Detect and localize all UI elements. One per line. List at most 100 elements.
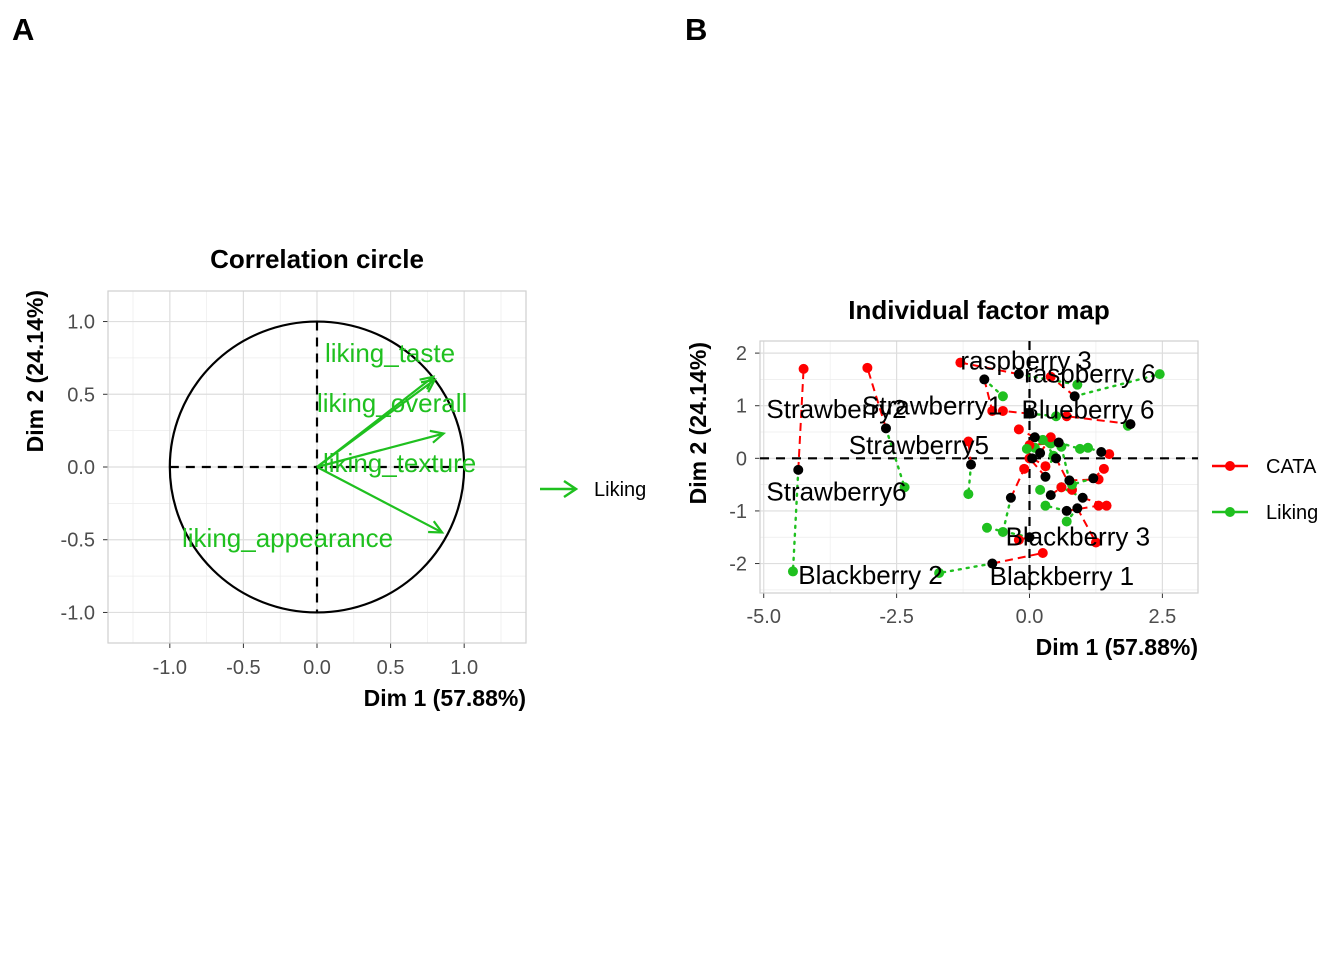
individual-mean-point <box>1077 492 1088 503</box>
y-tick-label: 1 <box>736 396 747 418</box>
x-tick-label: 1.0 <box>450 657 478 679</box>
cata-partial-point <box>1013 424 1024 435</box>
plot-border <box>759 340 1199 594</box>
liking-partial-segment <box>985 526 1031 539</box>
arrow-head-liking-overall <box>420 378 437 393</box>
individual-factor-map-legend: CATA Liking <box>1212 456 1318 524</box>
individual-label-blackberry-3: Blackberry 3 <box>1006 522 1150 552</box>
liking-partial-segment <box>1001 496 1013 534</box>
x-tick-label: -2.5 <box>879 606 913 628</box>
cata-partial-segment <box>797 368 805 470</box>
y-tick-label: 1.0 <box>67 312 95 334</box>
x-tick-label: 0.0 <box>1016 606 1044 628</box>
cata-partial-point <box>1013 534 1024 545</box>
liking-partial-point <box>1035 484 1046 495</box>
correlation-circle-plot: -1.0 -0.5 0.0 0.5 1.0 -1.0 -0.5 0.0 0.5 1.0 liking… <box>61 290 527 679</box>
y-tick-label: 0.5 <box>67 384 95 406</box>
individual-label-blackberry-2: Blackberry 2 <box>798 560 943 590</box>
individual-mean-point <box>1069 391 1080 402</box>
individual-mean-point <box>1125 419 1136 430</box>
liking-legend-point <box>1225 507 1235 517</box>
individual-mean-point <box>1024 532 1035 543</box>
liking-partial-point <box>997 391 1008 402</box>
liking-legend-label-b: Liking <box>1266 502 1318 524</box>
x-tick-label: 0.0 <box>303 657 331 679</box>
individual-mean-point <box>1027 453 1038 464</box>
cata-partial-point <box>1104 449 1115 460</box>
cata-partial-segment <box>992 552 1043 565</box>
correlation-circle-legend: Liking <box>540 479 646 501</box>
individual-mean-point <box>966 459 977 470</box>
y-tick-label: -0.5 <box>61 530 95 552</box>
cata-partial-point <box>997 405 1008 416</box>
x-tick-label: -5.0 <box>746 606 780 628</box>
correlation-circle-title: Correlation circle <box>210 244 424 274</box>
individual-mean-point <box>1072 503 1083 514</box>
individual-mean-point <box>1045 490 1056 501</box>
cata-partial-point <box>1019 463 1030 474</box>
individual-mean-point <box>1005 492 1016 503</box>
cata-partial-point <box>1037 548 1048 559</box>
liking-partial-point <box>899 482 910 493</box>
y-tick-label: -1.0 <box>61 602 95 624</box>
y-tick-label: 0.0 <box>67 457 95 479</box>
liking-partial-segment <box>1060 445 1071 482</box>
individual-label-blueberry-6: Blueberry 6 <box>1022 394 1155 424</box>
liking-partial-point <box>1040 500 1051 511</box>
cata-partial-segment <box>1050 375 1076 398</box>
cata-partial-point <box>798 363 809 374</box>
individual-factor-map-panel: -5.0 -2.5 0.0 2.5 -2 -1 0 1 2 raspberry 3raspberr… <box>685 295 1318 660</box>
liking-partial-point <box>997 526 1008 537</box>
individual-label-strawberry6: Strawberry6 <box>766 476 906 506</box>
individual-mean-point <box>979 374 990 385</box>
individual-mean-point <box>1061 505 1072 516</box>
cata-partial-segment <box>866 367 887 429</box>
correlation-circle-panel: -1.0 -0.5 0.0 0.5 1.0 -1.0 -0.5 0.0 0.5 1.0 liking… <box>22 244 646 711</box>
x-tick-label: 0.5 <box>377 657 405 679</box>
cata-partial-point <box>1056 482 1067 493</box>
x-tick-label: -1.0 <box>153 657 187 679</box>
individual-label-raspberry-3: raspberry 3 <box>960 345 1092 375</box>
liking-partial-point <box>1037 434 1048 445</box>
cata-partial-point <box>1098 463 1109 474</box>
individual-label-strawberry2: Strawberry2 <box>766 394 906 424</box>
liking-partial-point <box>1082 442 1093 453</box>
arrow-head-liking-appearance <box>428 520 445 534</box>
individual-factor-map-title: Individual factor map <box>848 295 1110 325</box>
x-tick-label: -0.5 <box>226 657 260 679</box>
plot-border <box>107 290 527 644</box>
var-label-liking-appearance: liking_appearance <box>182 523 393 553</box>
liking-partial-segment <box>791 468 800 573</box>
cata-legend-point <box>1225 461 1235 471</box>
individual-label-strawberry5: Strawberry5 <box>849 430 989 460</box>
liking-legend-arrow-head <box>563 479 579 499</box>
y-tick-label: -2 <box>729 554 747 576</box>
individual-mean-point <box>793 464 804 475</box>
individual-label-raspberry-6: raspberry 6 <box>1024 359 1156 389</box>
panel-b-tag: B <box>685 12 707 47</box>
liking-partial-point <box>1154 369 1165 380</box>
liking-partial-segment <box>937 562 994 575</box>
cata-partial-point <box>1093 500 1104 511</box>
liking-partial-point <box>934 568 945 579</box>
cata-partial-segment <box>960 361 1020 376</box>
individual-mean-point <box>1088 473 1099 484</box>
correlation-circle-y-axis-title: Dim 2 (24.14%) <box>22 290 48 452</box>
individual-mean-point <box>1064 475 1075 486</box>
cata-partial-point <box>1040 461 1051 472</box>
panel-a-tag: A <box>12 12 34 47</box>
liking-partial-point <box>1021 443 1032 454</box>
cata-legend-label: CATA <box>1266 456 1317 478</box>
cata-partial-point <box>1061 411 1072 422</box>
cata-partial-point <box>862 362 873 373</box>
individual-factor-map-plot: -5.0 -2.5 0.0 2.5 -2 -1 0 1 2 raspberry 3raspberr… <box>729 340 1199 628</box>
cata-partial-point <box>963 436 974 447</box>
individual-factor-map-x-axis-title: Dim 1 (57.88%) <box>1036 634 1198 660</box>
cata-partial-point <box>987 405 998 416</box>
liking-partial-segment <box>1017 372 1079 386</box>
liking-partial-point <box>981 522 992 533</box>
individual-mean-point <box>1013 369 1024 380</box>
y-tick-label: -1 <box>729 501 747 523</box>
correlation-circle-x-axis-title: Dim 1 (57.88%) <box>364 685 526 711</box>
